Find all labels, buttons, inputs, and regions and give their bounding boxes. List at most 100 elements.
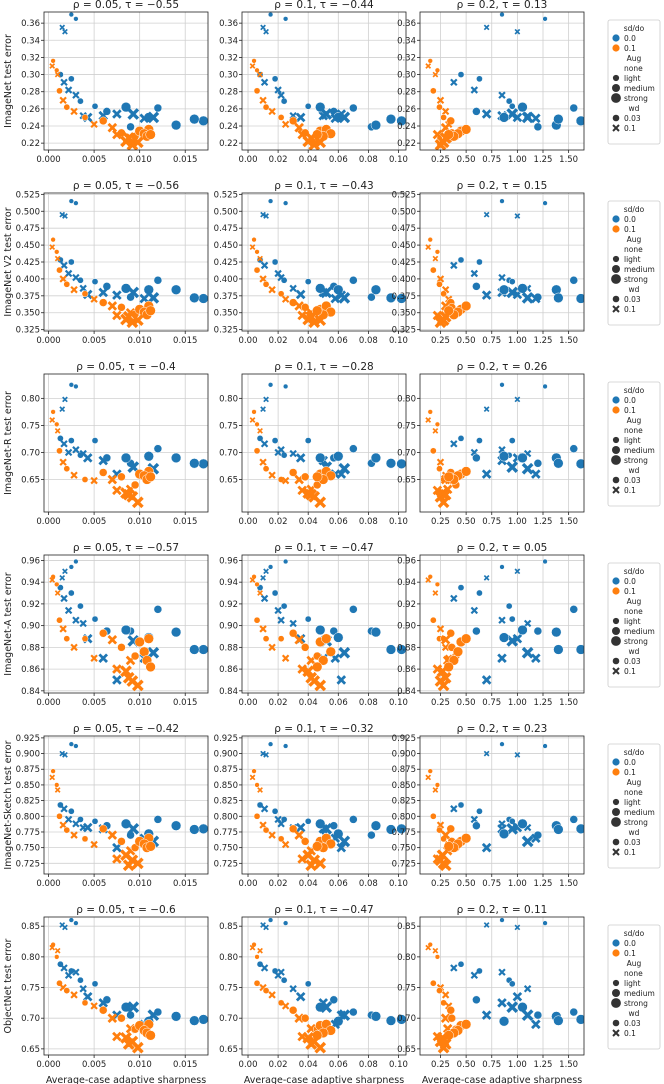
panel-2-0: ρ = 0.05, τ = −0.4 0.65 0.70 0.75 0.80 0.000 0… (3, 361, 209, 527)
scatter-point (498, 632, 510, 643)
scatter-point (70, 471, 78, 479)
x-tick-label: 0.005 (82, 698, 106, 708)
x-tick-label: 0.015 (173, 698, 197, 708)
y-tick-label: 0.84 (397, 687, 416, 697)
scatter-point (63, 826, 71, 834)
y-tick-label: 0.825 (16, 797, 40, 807)
scatter-point (268, 471, 276, 479)
scatter-point (98, 824, 108, 834)
x-tick-label: 0.06 (329, 879, 348, 889)
y-tick-label: 0.85 (397, 922, 416, 932)
x-tick-label: 0.00 (239, 879, 258, 889)
scatter-point (117, 1013, 126, 1023)
scatter-point (54, 421, 60, 427)
scatter-point (531, 833, 541, 844)
legend-entry-aug: none (624, 607, 643, 616)
panel-4-0: ρ = 0.05, τ = −0.42 0.725 0.750 0.775 0.800 0… (3, 723, 209, 889)
legend: sd/do0.00.1Augnonelightmediumstrongwd0.0… (607, 200, 661, 326)
scatter-point (262, 826, 270, 834)
legend-entry-wd: 0.03 (624, 295, 641, 304)
scatter-point (385, 113, 397, 125)
scatter-point (521, 462, 534, 475)
y-tick-label: 0.725 (392, 859, 416, 869)
scatter-point (198, 458, 208, 469)
scatter-point (349, 1007, 358, 1017)
y-tick-label: 0.400 (392, 275, 416, 285)
axes-frame (43, 735, 209, 875)
y-tick-label: 0.30 (397, 71, 416, 81)
scatter-point (280, 451, 288, 459)
scatter-point (277, 835, 285, 843)
legend-title-aug: Aug (627, 959, 642, 968)
scatter-point (90, 295, 98, 303)
scatter-point (72, 273, 80, 282)
scatter-point (263, 751, 269, 758)
y-axis-label: ImageNet test error (3, 34, 14, 128)
scatter-point (91, 817, 99, 825)
x-tick-label: 0.50 (457, 698, 476, 708)
x-tick-label: 0.08 (359, 517, 378, 527)
scatter-point (189, 644, 200, 655)
y-tick-label: 0.450 (392, 241, 416, 251)
axes-frame (419, 192, 585, 332)
legend-marker-aug (611, 998, 621, 1008)
scatter-point (427, 768, 433, 774)
legend-entry-sd: 0.1 (624, 44, 636, 53)
scatter-point (517, 1002, 528, 1013)
y-tick-label: 0.88 (219, 643, 238, 653)
scatter-point (282, 920, 289, 926)
scatter-point (506, 461, 519, 473)
scatter-point (499, 564, 505, 570)
scatter-point (457, 584, 465, 591)
y-tick-label: 0.70 (21, 1014, 40, 1024)
scatter-point (49, 417, 56, 423)
scatter-point (436, 458, 445, 466)
x-tick-label: 0.06 (329, 336, 348, 346)
scatter-point (396, 644, 406, 655)
scatter-point (542, 558, 548, 565)
scatter-point (50, 58, 56, 64)
scatter-point (499, 917, 505, 923)
points (49, 12, 208, 150)
y-tick-label: 0.94 (397, 578, 416, 588)
x-tick-label: 0.015 (173, 517, 197, 527)
legend-entry-aug: strong (624, 456, 648, 465)
scatter-point (62, 396, 68, 403)
legend-entry-aug: medium (624, 265, 655, 274)
legend-marker-sd (612, 406, 620, 414)
scatter-point (59, 96, 67, 104)
scatter-point (439, 671, 452, 684)
scatter-point (281, 476, 290, 485)
legend-entry-sd: 0.1 (624, 768, 636, 777)
scatter-point (267, 382, 274, 388)
scatter-point (553, 644, 564, 655)
panel-5-0: ρ = 0.05, τ = −0.6 0.65 0.70 0.75 0.80 0.85 0.… (3, 904, 209, 1084)
x-tick-label: 1.25 (534, 336, 553, 346)
panel-title: ρ = 0.05, τ = −0.42 (73, 723, 179, 735)
scatter-point (98, 455, 109, 466)
x-tick-label: 0.000 (36, 336, 60, 346)
scatter-point (330, 293, 341, 304)
legend-entry-aug: none (624, 969, 643, 978)
scatter-point (257, 427, 263, 434)
legend-entry-sd: 0.0 (624, 758, 636, 767)
scatter-point (497, 998, 507, 1008)
x-tick-label: 0.08 (359, 879, 378, 889)
scatter-point (436, 275, 445, 283)
x-tick-label: 1.00 (508, 155, 527, 165)
x-tick-label: 0.50 (457, 517, 476, 527)
legend: sd/do0.00.1Augnonelightmediumstrongwd0.0… (607, 381, 661, 507)
panel-1-0: ρ = 0.05, τ = −0.56 0.325 0.350 0.375 0.400 0… (3, 180, 209, 346)
scatter-point (277, 616, 285, 624)
scatter-point (67, 75, 75, 83)
scatter-point (472, 995, 481, 1005)
scatter-point (254, 581, 260, 587)
legend-entry-wd: 0.1 (624, 667, 636, 676)
scatter-point (263, 396, 269, 403)
y-axis-label: ObjectNet test error (3, 938, 14, 1033)
panel-5-1: ρ = 0.1, τ = −0.47 0.65 0.70 0.75 0.80 0.85 0.… (219, 904, 408, 1084)
y-tick-label: 0.22 (21, 139, 40, 149)
scatter-point (320, 108, 333, 120)
x-tick-label: 1.25 (534, 879, 553, 889)
scatter-point (497, 653, 507, 664)
